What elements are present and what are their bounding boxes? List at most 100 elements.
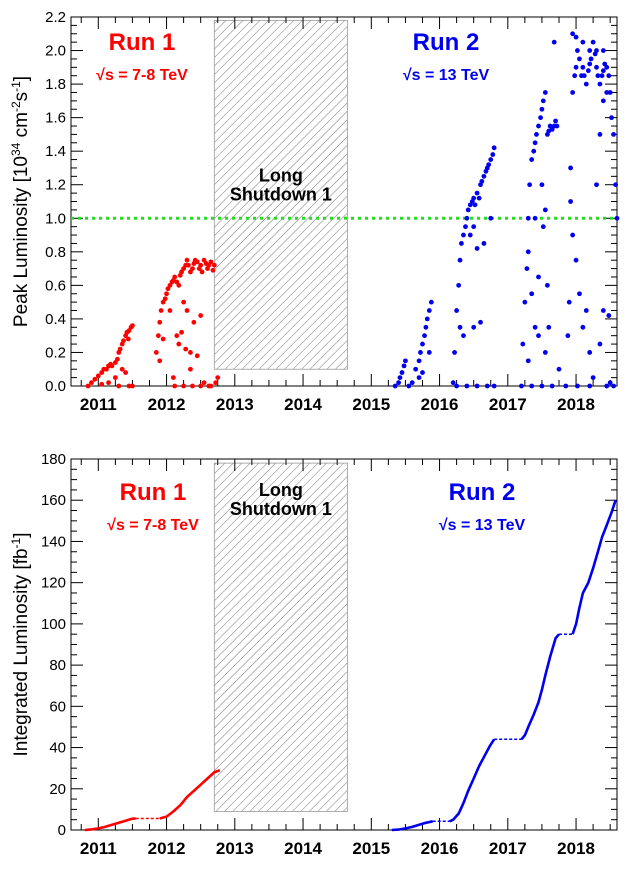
data-point bbox=[539, 106, 545, 112]
data-point bbox=[568, 165, 573, 171]
data-point bbox=[587, 350, 593, 355]
data-point bbox=[464, 215, 470, 221]
data-point bbox=[396, 380, 401, 386]
x-tick-label: 2013 bbox=[216, 839, 254, 858]
data-point bbox=[488, 215, 494, 221]
data-point bbox=[573, 34, 579, 40]
y-tick-label: 140 bbox=[41, 533, 66, 550]
data-point bbox=[580, 64, 586, 70]
data-point bbox=[463, 224, 468, 230]
shutdown-label: Long bbox=[259, 480, 303, 500]
data-point bbox=[160, 336, 166, 342]
data-point bbox=[491, 145, 497, 151]
x-tick-label: 2011 bbox=[80, 839, 117, 858]
run-title: Run 1 bbox=[109, 29, 176, 56]
data-point bbox=[471, 324, 477, 330]
y-tick-label: 160 bbox=[41, 492, 66, 509]
data-point bbox=[551, 39, 557, 45]
data-point bbox=[532, 140, 538, 146]
data-point bbox=[604, 383, 610, 389]
data-point bbox=[525, 358, 531, 364]
data-point bbox=[484, 383, 490, 389]
data-point bbox=[199, 269, 205, 275]
data-point bbox=[611, 132, 616, 137]
y-tick-label: 1.0 bbox=[45, 210, 66, 227]
y-tick-label: 0 bbox=[58, 822, 66, 839]
data-point bbox=[590, 39, 596, 45]
data-point bbox=[208, 383, 214, 389]
data-point bbox=[176, 282, 182, 288]
data-point bbox=[474, 246, 480, 251]
shutdown-label: Shutdown 1 bbox=[230, 184, 332, 204]
data-point bbox=[85, 383, 91, 389]
data-point bbox=[539, 182, 545, 188]
run-energy: √s = 13 TeV bbox=[403, 67, 490, 84]
data-point bbox=[416, 358, 422, 364]
data-point bbox=[116, 383, 122, 389]
data-point bbox=[112, 375, 118, 381]
data-point bbox=[563, 383, 569, 389]
data-point bbox=[519, 383, 524, 389]
data-point bbox=[184, 257, 190, 263]
y-tick-label: 40 bbox=[49, 740, 66, 757]
series-line bbox=[159, 768, 221, 820]
data-point bbox=[416, 375, 422, 381]
data-point bbox=[465, 207, 471, 213]
y-tick-label: 0.6 bbox=[45, 277, 66, 294]
data-point bbox=[577, 56, 582, 62]
data-point bbox=[587, 48, 593, 53]
data-point bbox=[210, 267, 216, 273]
x-tick-label: 2011 bbox=[80, 395, 117, 414]
data-point bbox=[546, 324, 552, 330]
shutdown-label: Shutdown 1 bbox=[230, 499, 332, 519]
data-point bbox=[597, 341, 603, 347]
data-point bbox=[188, 350, 193, 355]
data-point bbox=[474, 190, 480, 196]
data-point bbox=[478, 319, 483, 325]
data-point bbox=[213, 380, 219, 386]
data-point bbox=[211, 262, 217, 268]
data-point bbox=[573, 64, 579, 70]
x-tick-label: 2016 bbox=[421, 395, 459, 414]
series-line bbox=[449, 738, 496, 823]
data-point bbox=[532, 324, 538, 330]
y-tick-label: 2.0 bbox=[45, 43, 66, 60]
data-point bbox=[456, 282, 462, 288]
y-tick-label: 180 bbox=[41, 451, 66, 468]
data-point bbox=[556, 366, 562, 372]
data-point bbox=[458, 241, 464, 246]
run-title: Run 1 bbox=[120, 479, 187, 506]
data-point bbox=[428, 299, 434, 305]
data-point bbox=[570, 31, 576, 37]
data-point bbox=[471, 195, 477, 201]
data-point bbox=[568, 199, 573, 204]
data-point bbox=[99, 381, 105, 387]
data-point bbox=[581, 73, 587, 79]
data-point bbox=[191, 319, 197, 325]
data-point bbox=[575, 48, 580, 53]
data-point bbox=[467, 232, 473, 238]
data-point bbox=[183, 346, 189, 352]
data-point bbox=[423, 324, 429, 330]
data-point bbox=[424, 316, 430, 322]
data-point bbox=[486, 162, 492, 168]
data-point bbox=[201, 380, 207, 386]
data-point bbox=[544, 282, 550, 288]
data-point bbox=[532, 215, 538, 221]
data-point bbox=[525, 215, 531, 221]
data-point bbox=[184, 308, 190, 313]
data-point bbox=[536, 123, 541, 129]
data-point bbox=[606, 73, 612, 79]
data-point bbox=[185, 262, 191, 268]
data-point bbox=[520, 341, 526, 347]
data-point bbox=[587, 383, 593, 389]
y-tick-label: 0.2 bbox=[45, 344, 66, 361]
data-point bbox=[611, 383, 616, 389]
data-point bbox=[534, 132, 539, 137]
data-point bbox=[409, 380, 415, 386]
data-point bbox=[162, 296, 168, 302]
data-point bbox=[130, 323, 135, 329]
data-point bbox=[553, 118, 558, 124]
